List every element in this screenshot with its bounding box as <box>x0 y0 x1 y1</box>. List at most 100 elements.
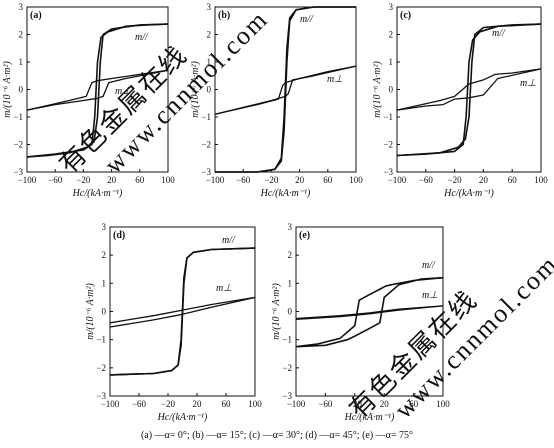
x-tick-label: −100 <box>388 175 407 185</box>
x-tick-label: −60 <box>419 175 434 185</box>
panel-e: −100 −60 −20 20 60 100 −3 −2 −1 0 1 2 3 Hc/(kA·m⁻¹) m/… <box>271 222 450 423</box>
panel-c: −100 −60 −20 20 60 100 −3 −2 −1 0 1 2 3 Hc/(kA·m⁻¹) m/… <box>372 2 548 199</box>
series-m-parallel-branch-2 <box>109 247 256 376</box>
x-axis-label: Hc/(kA·m⁻¹) <box>344 412 395 423</box>
x-tick-label: 100 <box>161 175 175 185</box>
series-m-parallel-branch-2 <box>26 23 169 158</box>
y-tick-label: −1 <box>13 112 23 122</box>
watermark: 有色金属在线 www.cnnmol.com 有色金属在线 www.cnnmol.… <box>54 4 554 424</box>
x-tick-label: −100 <box>206 175 225 185</box>
panel-label: (c) <box>400 10 411 21</box>
y-tick-label: 3 <box>389 2 394 12</box>
y-axis-label: m/(10⁻⁶ A·m²) <box>2 61 13 118</box>
x-tick-label: −20 <box>161 399 176 409</box>
figure-caption: (a) —α= 0°; (b) —α= 15°; (c) —α= 30°; (d… <box>141 430 413 441</box>
panel-label: (b) <box>218 10 230 21</box>
y-tick-label: −3 <box>282 391 292 401</box>
x-tick-label: 60 <box>508 175 518 185</box>
y-tick-label: −1 <box>383 112 393 122</box>
y-tick-label: −2 <box>201 140 211 150</box>
x-tick-label: −20 <box>264 175 279 185</box>
panel-d: −100 −60 −20 20 60 100 −3 −2 −1 0 1 2 3 Hc/(kA·m⁻¹) m/… <box>85 222 262 423</box>
y-tick-label: 1 <box>19 57 24 67</box>
series-m-parallel-branch-1 <box>396 23 542 157</box>
y-tick-label: 1 <box>102 278 107 288</box>
series-label-m-perpendicular: m⊥ <box>115 86 131 97</box>
plot-frame-c <box>396 6 542 173</box>
y-tick-label: 0 <box>207 85 212 95</box>
x-tick-label: −60 <box>318 399 333 409</box>
y-tick-label: 2 <box>102 250 107 260</box>
x-axis-label: Hc/(kA·m⁻¹) <box>260 188 311 199</box>
y-tick-label: 1 <box>207 57 212 67</box>
x-tick-label: −100 <box>287 399 306 409</box>
x-tick-label: 20 <box>107 175 117 185</box>
y-tick-label: −3 <box>383 167 393 177</box>
x-axis-label: Hc/(kA·m⁻¹) <box>72 188 123 199</box>
y-tick-label: 3 <box>19 2 24 12</box>
series-m-perpendicular-branch-2 <box>214 65 357 115</box>
y-tick-label: 2 <box>288 250 293 260</box>
series-m-perpendicular-branch-2 <box>26 69 169 111</box>
series-m-parallel-branch-2 <box>396 23 542 157</box>
panel-label: (a) <box>30 10 42 21</box>
x-tick-label: 60 <box>222 399 232 409</box>
y-tick-label: 3 <box>207 2 212 12</box>
series-label-m-perpendicular: m⊥ <box>422 290 438 301</box>
y-axis-label: m/(10⁻⁶ A·m²) <box>85 283 96 340</box>
x-tick-label: 20 <box>380 399 390 409</box>
x-tick-label: −20 <box>348 399 363 409</box>
x-tick-label: 100 <box>436 399 450 409</box>
series-m-perpendicular-branch-1 <box>26 69 169 111</box>
series-label-m-parallel: m// <box>135 32 149 43</box>
x-tick-label: −60 <box>236 175 251 185</box>
series-label-m-perpendicular: m⊥ <box>216 283 232 294</box>
series-label-m-perpendicular: m⊥ <box>327 74 343 85</box>
x-tick-label: 100 <box>248 399 262 409</box>
x-tick-label: −20 <box>76 175 91 185</box>
y-tick-label: −2 <box>383 140 393 150</box>
y-tick-label: −1 <box>96 335 106 345</box>
y-tick-label: −2 <box>96 363 106 373</box>
series-label-m-parallel: m// <box>222 235 236 246</box>
y-tick-label: −2 <box>282 363 292 373</box>
y-axis-label: m/(10⁻⁶ A·m²) <box>190 61 201 118</box>
y-tick-label: −1 <box>282 335 292 345</box>
x-tick-label: 20 <box>479 175 489 185</box>
series-m-perpendicular-branch-2 <box>396 68 542 111</box>
series-label-m-parallel: m// <box>422 260 436 271</box>
x-tick-label: −100 <box>18 175 37 185</box>
x-tick-label: 60 <box>409 399 419 409</box>
y-tick-label: 1 <box>288 278 293 288</box>
x-tick-label: 100 <box>349 175 363 185</box>
y-tick-label: 2 <box>389 30 394 40</box>
y-tick-label: 1 <box>389 57 394 67</box>
y-tick-label: −1 <box>201 112 211 122</box>
y-tick-label: 0 <box>389 85 394 95</box>
series-label-m-parallel: m// <box>300 14 314 25</box>
panel-a: −100 −60 −20 20 60 100 −3 −2 −1 0 1 2 3 Hc/(kA·m⁻¹) m/… <box>2 2 175 199</box>
x-tick-label: 60 <box>135 175 145 185</box>
x-tick-label: −60 <box>132 399 147 409</box>
y-tick-label: 3 <box>102 222 107 232</box>
y-tick-label: 0 <box>288 307 293 317</box>
series-label-m-parallel: m// <box>492 28 506 39</box>
y-tick-label: −2 <box>13 140 23 150</box>
y-tick-label: −3 <box>201 167 211 177</box>
x-tick-label: 20 <box>295 175 305 185</box>
x-tick-label: 60 <box>323 175 333 185</box>
y-tick-label: −3 <box>13 167 23 177</box>
panels: −100 −60 −20 20 60 100−3−2−10123Hc/(kA·m⁻¹)m/… <box>2 2 548 423</box>
series-label-m-perpendicular: m⊥ <box>520 78 536 89</box>
series-m-perpendicular-branch-1 <box>109 296 256 324</box>
series-m-perpendicular-branch-2 <box>295 305 444 321</box>
x-tick-label: −60 <box>48 175 63 185</box>
y-tick-label: 0 <box>102 307 107 317</box>
series-m-perpendicular-branch-1 <box>396 68 542 111</box>
y-tick-label: 0 <box>19 85 24 95</box>
series-m-parallel-branch-2 <box>295 276 444 348</box>
panel-b: −100 −60 −20 20 60 100 −3 −2 −1 0 1 2 3 Hc/(kA·m⁻¹) m/… <box>190 2 363 199</box>
y-tick-label: 2 <box>207 30 212 40</box>
panel-label: (e) <box>299 230 310 241</box>
